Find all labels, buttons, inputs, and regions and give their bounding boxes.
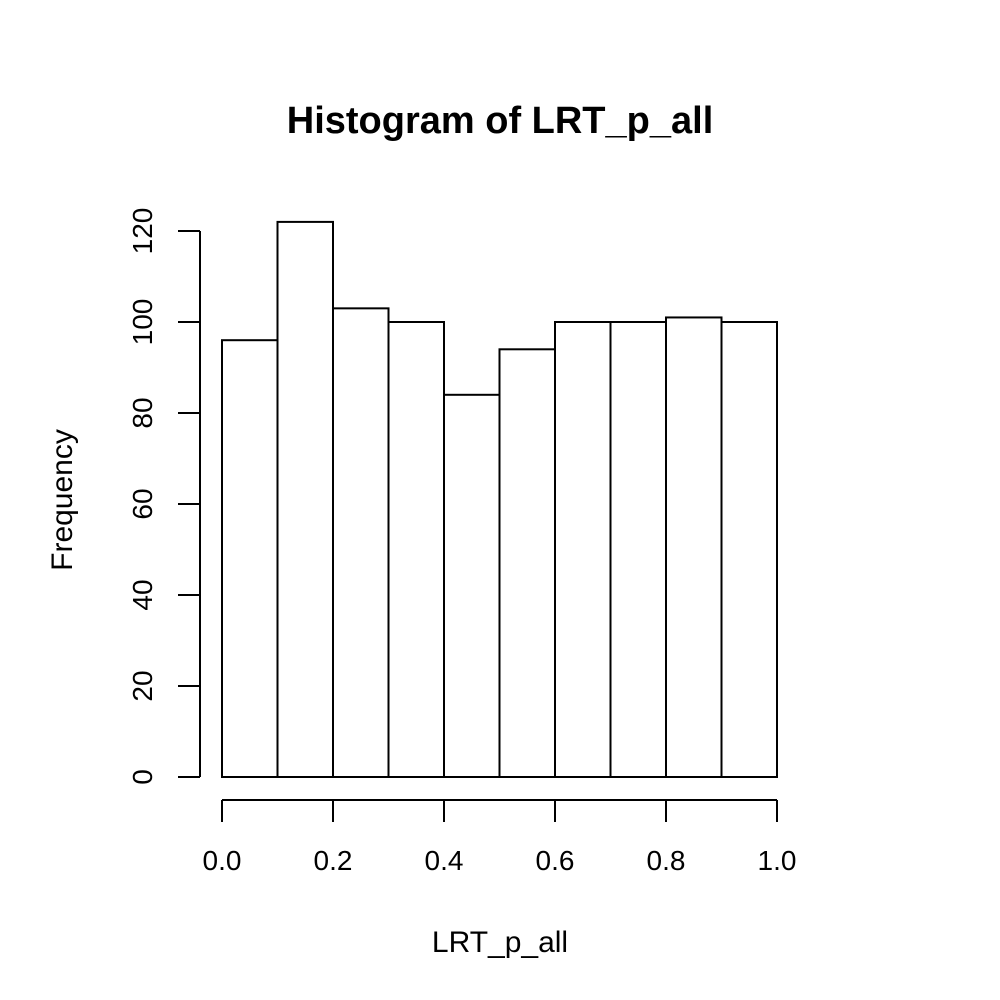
histogram-bar-8 <box>665 316 723 778</box>
bars-group <box>221 220 778 778</box>
y-tick-label-4: 80 <box>127 397 158 428</box>
y-tick-label-1: 20 <box>127 670 158 701</box>
x-tick-label-3: 0.6 <box>536 845 575 876</box>
histogram-bar-0 <box>221 339 279 778</box>
histogram-bar-2 <box>332 307 390 778</box>
histogram-bar-3 <box>387 321 445 778</box>
x-axis: 0.0 0.2 0.4 0.6 0.8 1.0 <box>203 799 797 876</box>
histogram-bar-9 <box>720 321 778 778</box>
histogram-bar-4 <box>443 393 501 778</box>
x-tick-label-1: 0.2 <box>314 845 353 876</box>
y-tick-label-6: 120 <box>127 208 158 255</box>
histogram-bar-6 <box>554 321 612 778</box>
x-tick-label-2: 0.4 <box>425 845 464 876</box>
x-axis-label: LRT_p_all <box>432 926 568 959</box>
histogram-bar-1 <box>276 220 334 778</box>
y-tick-label-0: 0 <box>127 769 158 785</box>
y-tick-label-2: 40 <box>127 579 158 610</box>
chart-title: Histogram of LRT_p_all <box>287 100 714 142</box>
histogram-bar-5 <box>498 348 556 778</box>
x-tick-label-0: 0.0 <box>203 845 242 876</box>
y-axis-label: Frequency <box>46 429 79 571</box>
y-axis: 0 20 40 60 80 100 120 <box>127 208 201 785</box>
y-tick-label-3: 60 <box>127 488 158 519</box>
x-tick-label-4: 0.8 <box>647 845 686 876</box>
x-tick-label-5: 1.0 <box>758 845 797 876</box>
histogram-bar-7 <box>609 321 667 778</box>
y-tick-label-5: 100 <box>127 299 158 346</box>
